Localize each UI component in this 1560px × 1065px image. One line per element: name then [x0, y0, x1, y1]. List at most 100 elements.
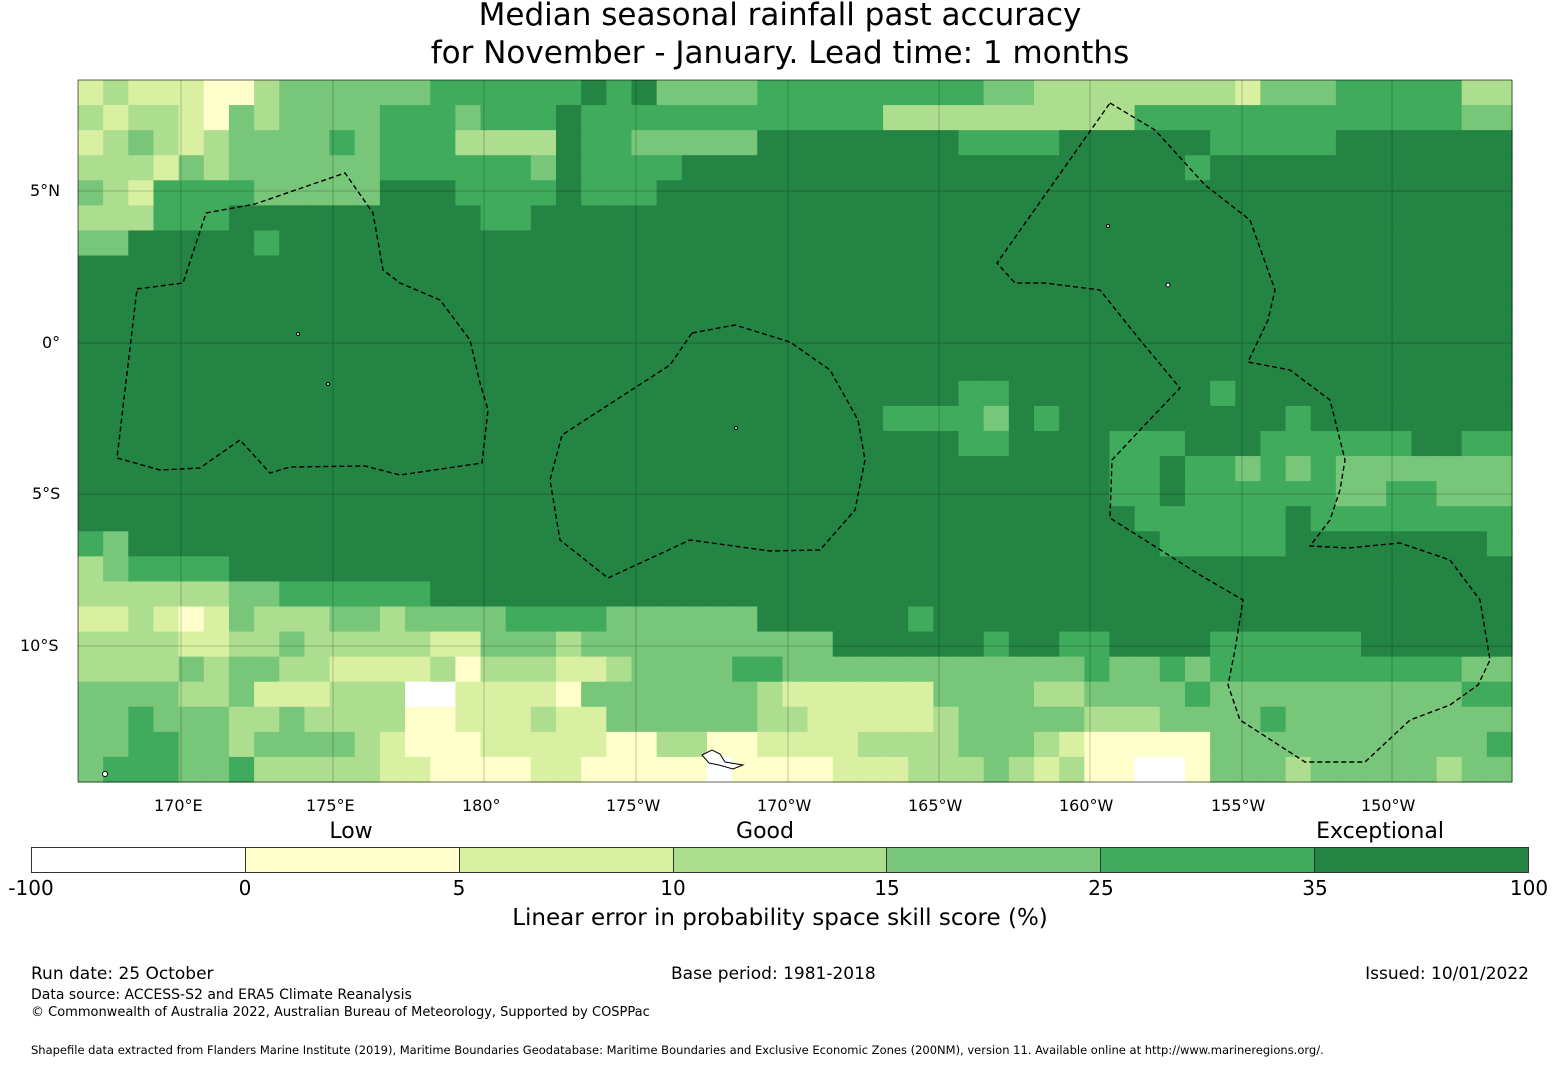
grid-cell	[405, 481, 431, 507]
grid-cell	[254, 130, 280, 156]
grid-cell	[1084, 631, 1111, 658]
grid-cell	[480, 105, 507, 131]
grid-cell	[631, 255, 658, 282]
grid-cell	[1008, 355, 1035, 382]
grid-cell	[757, 481, 784, 507]
grid-cell	[1310, 355, 1337, 382]
grid-cell	[1008, 731, 1035, 758]
grid-cell	[153, 556, 180, 583]
grid-cell	[1486, 756, 1513, 783]
grid-cell	[128, 681, 155, 708]
grid-cell	[103, 606, 129, 633]
grid-cell	[883, 405, 909, 432]
grid-cell	[78, 506, 104, 532]
grid-cell	[706, 255, 733, 282]
grid-cell	[1436, 631, 1463, 658]
grid-cell	[606, 681, 633, 708]
grid-cell	[782, 130, 809, 156]
grid-cell	[606, 481, 633, 507]
grid-cell	[480, 531, 507, 557]
grid-cell	[883, 681, 909, 708]
grid-cell	[505, 180, 532, 206]
lat-tick: 0°	[42, 333, 61, 352]
grid-cell	[681, 531, 708, 557]
grid-cell	[581, 155, 607, 181]
grid-cell	[379, 80, 406, 106]
grid-cell	[556, 405, 582, 432]
grid-cell	[1335, 506, 1362, 532]
grid-cell	[556, 180, 582, 206]
grid-cell	[505, 456, 532, 482]
grid-cell	[1034, 230, 1060, 257]
grid-cell	[1361, 656, 1387, 683]
grid-cell	[681, 205, 708, 232]
grid-cell	[958, 230, 985, 257]
grid-cell	[1159, 230, 1186, 257]
grid-cell	[78, 706, 104, 733]
grid-cell	[1235, 756, 1262, 783]
grid-cell	[1486, 656, 1513, 683]
grid-cell	[530, 355, 557, 382]
grid-cell	[1059, 355, 1085, 382]
grid-cell	[103, 756, 129, 783]
grid-cell	[1461, 681, 1488, 708]
grid-cell	[857, 180, 884, 206]
grid-cell	[1486, 506, 1513, 532]
grid-cell	[782, 731, 809, 758]
grid-cell	[1210, 656, 1236, 683]
grid-cell	[1184, 230, 1211, 257]
grid-cell	[178, 556, 205, 583]
grid-cell	[1486, 80, 1513, 106]
grid-cell	[1059, 581, 1085, 608]
grid-cell	[103, 456, 129, 482]
grid-cell	[178, 431, 205, 457]
colorbar-segment	[459, 848, 674, 872]
grid-cell	[681, 105, 708, 131]
grid-cell	[681, 355, 708, 382]
grid-cell	[1436, 731, 1463, 758]
grid-cell	[1335, 80, 1362, 106]
grid-cell	[1411, 481, 1438, 507]
grid-cell	[1109, 130, 1136, 156]
grid-cell	[1260, 631, 1287, 658]
grid-cell	[1361, 380, 1387, 407]
grid-cell	[1335, 230, 1362, 257]
grid-cell	[505, 130, 532, 156]
grid-cell	[254, 305, 280, 332]
grid-cell	[329, 80, 356, 106]
grid-cell	[908, 456, 934, 482]
grid-cell	[958, 581, 985, 608]
grid-cell	[958, 105, 985, 131]
grid-cell	[1310, 556, 1337, 583]
grid-cell	[556, 380, 582, 407]
grid-cell	[1184, 280, 1211, 307]
grid-cell	[757, 205, 784, 232]
grid-cell	[1260, 431, 1287, 457]
grid-cell	[1184, 506, 1211, 532]
grid-cell	[228, 481, 255, 507]
grid-cell	[1134, 756, 1161, 783]
grid-cell	[1059, 305, 1085, 332]
grid-cell	[405, 681, 431, 708]
grid-cell	[505, 355, 532, 382]
grid-cell	[983, 606, 1010, 633]
grid-cell	[1486, 556, 1513, 583]
grid-cell	[1285, 80, 1312, 106]
grid-cell	[857, 280, 884, 307]
grid-cell	[1008, 631, 1035, 658]
grid-cell	[279, 155, 306, 181]
grid-cell	[505, 280, 532, 307]
grid-cell	[103, 105, 129, 131]
grid-cell	[103, 255, 129, 282]
grid-cell	[128, 581, 155, 608]
grid-cell	[1436, 681, 1463, 708]
grid-cell	[329, 706, 356, 733]
grid-cell	[606, 305, 633, 332]
grid-cell	[1210, 531, 1236, 557]
grid-cell	[329, 756, 356, 783]
grid-cell	[732, 631, 758, 658]
grid-cell	[480, 180, 507, 206]
grid-cell	[1285, 105, 1312, 131]
grid-cell	[329, 431, 356, 457]
grid-cell	[480, 556, 507, 583]
